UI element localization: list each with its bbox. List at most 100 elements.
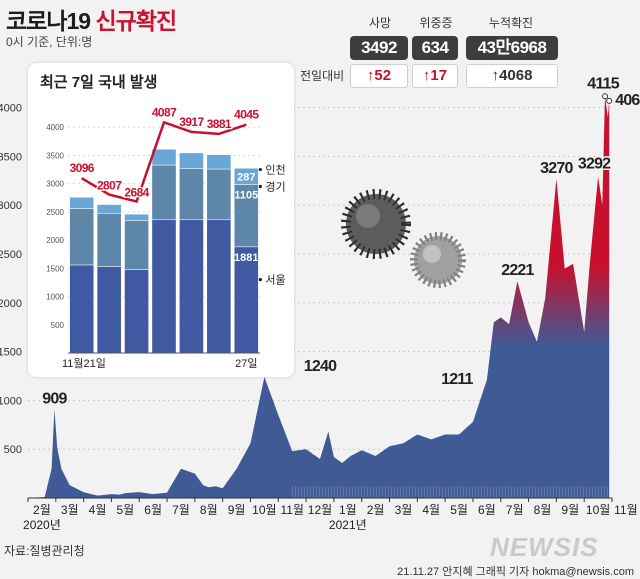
- inset-total-line: [81, 120, 247, 203]
- inset-bar-서울: [124, 269, 149, 354]
- main-x-tick-label: 7월: [172, 503, 190, 517]
- newsis-logo: NEWSIS: [490, 532, 599, 562]
- inset-y-tick-label: 500: [51, 321, 65, 330]
- main-area-texture: [291, 486, 608, 498]
- inset-y-tick-label: 3000: [46, 180, 64, 189]
- inset-bar-인천: [206, 154, 232, 170]
- inset-title: 최근 7일 국내 발생: [40, 74, 158, 91]
- main-y-tick-label: 4000: [0, 103, 22, 115]
- daily-change-label: 전일대비: [300, 69, 345, 83]
- inset-bar-경기: [179, 168, 204, 221]
- main-x-tick-label: 5월: [450, 503, 468, 517]
- inset-line-label: 3096: [70, 161, 95, 175]
- inset-y-tick-label: 4000: [46, 123, 64, 132]
- inset-bar-인천: [96, 204, 122, 214]
- severe-value: 634: [412, 36, 458, 60]
- inset-x-tick-label: 27일: [235, 356, 257, 370]
- inset-bar-서울: [179, 219, 204, 354]
- main-x-tick-label: 8월: [534, 503, 552, 517]
- main-y-tick-label: 1000: [0, 395, 22, 407]
- main-y-tick-label: 2500: [0, 249, 22, 261]
- main-x-tick-label: 10월: [586, 503, 610, 517]
- inset-bar-인천: [124, 213, 149, 221]
- main-x-tick-label: 4월: [422, 503, 440, 517]
- main-annotation-label: 3292: [578, 156, 611, 173]
- main-x-tick-label: 7월: [506, 503, 524, 517]
- inset-line-label: 2684: [124, 186, 149, 200]
- severe-change: ↑17: [412, 64, 458, 88]
- inset-bar-인천: [179, 152, 204, 169]
- cumulative-change: ↑4068: [466, 64, 558, 88]
- death-label: 사망: [368, 16, 392, 30]
- main-x-tick-label: 1월: [339, 503, 357, 517]
- inset-line-label: 4045: [234, 108, 259, 122]
- main-x-tick-label: 12월: [308, 503, 332, 517]
- title-prefix: 코로나19: [6, 8, 91, 34]
- source-text: 자료:질병관리청: [4, 544, 85, 558]
- virus-small-highlight: [423, 245, 441, 263]
- main-annotation-label: 909: [42, 390, 67, 407]
- inset-bar-인천: [151, 148, 177, 166]
- inset-legend-label: 인천: [265, 163, 285, 177]
- main-y-tick-label: 1500: [0, 347, 22, 359]
- main-y-tick-label: 3500: [0, 151, 22, 163]
- inset-bar-인천: [233, 168, 259, 185]
- page-subtitle: 0시 기준, 단위:명: [6, 35, 93, 49]
- inset-legend-dot: [258, 184, 262, 189]
- inset-bar-서울: [151, 219, 177, 354]
- virus-illustration: [341, 189, 466, 288]
- main-annotation-label: 1240: [304, 358, 337, 375]
- cumulative-value: 43만6968: [466, 36, 558, 60]
- virus-small: [410, 232, 466, 288]
- main-area-series: [28, 96, 610, 499]
- inset-bar-경기: [96, 213, 122, 267]
- main-x-tick-label: 3월: [61, 503, 79, 517]
- main-annotation-label: 3270: [540, 160, 573, 177]
- inset-y-tick-label: 1000: [46, 293, 64, 302]
- cumulative-label: 누적확진: [488, 16, 534, 30]
- inset-data-label: 287: [237, 171, 255, 183]
- stat-block: 사망 3492 ↑52 위중증 634 ↑17 누적확진 43만6968 ↑40…: [300, 14, 640, 94]
- main-x-tick-label: 11월: [280, 503, 304, 517]
- virus-large-highlight: [356, 204, 380, 228]
- death-change: ↑52: [350, 64, 408, 88]
- inset-line-label: 3917: [179, 115, 204, 129]
- inset-y-tick-label: 2500: [46, 208, 64, 217]
- inset-chart: 500 1000 1500 2000 2500 3000 3500 4000 1881 1105 2…: [46, 104, 285, 370]
- inset-bar-서울: [69, 264, 95, 354]
- inset-bar-경기: [69, 208, 95, 266]
- main-x-tick-label: 3월: [395, 503, 413, 517]
- main-x-tick-label: 8월: [200, 503, 218, 517]
- credit-text: 21.11.27 안지혜 그래픽 기자 hokma@newsis.com: [397, 566, 634, 578]
- main-x-tick-label: 9월: [228, 503, 246, 517]
- main-y-tick-label: 2000: [0, 298, 22, 310]
- main-annotation-label: 2221: [501, 262, 534, 279]
- main-x-tick-label: 6월: [144, 503, 162, 517]
- inset-legend-label: 서울: [265, 274, 285, 287]
- main-annotation-label: 1211: [441, 371, 473, 388]
- inset-y-tick-label: 1500: [46, 264, 64, 273]
- inset-data-label: 1881: [234, 252, 258, 264]
- main-y-tick-label: 500: [4, 444, 22, 456]
- virus-large: [341, 189, 411, 259]
- inset-bar-경기: [233, 184, 259, 248]
- inset-legend-label: 경기: [265, 180, 285, 193]
- main-x-tick-label: 9월: [561, 503, 579, 517]
- inset-bar-서울: [206, 219, 232, 354]
- main-x-tick-label: 10월: [252, 503, 276, 517]
- inset-legend-dot: [258, 278, 262, 282]
- death-value: 3492: [350, 36, 408, 60]
- inset-bar-서울: [96, 266, 122, 354]
- main-annotation-label: 4115: [587, 75, 619, 92]
- inset-legend-dot: [258, 167, 262, 172]
- inset-bar-경기: [124, 220, 149, 270]
- virus-large-spikes: [341, 189, 411, 259]
- main-x-tick-label: 6월: [478, 503, 496, 517]
- main-annotation-dot: [606, 97, 613, 104]
- main-x-tick-label: 5월: [116, 503, 134, 517]
- inset-x-tick-label: 11월21일: [62, 356, 106, 370]
- main-y-tick-label: 3000: [0, 200, 22, 212]
- main-x-tick-label: 11월: [614, 503, 638, 517]
- main-annotation-label: 4068: [615, 92, 640, 109]
